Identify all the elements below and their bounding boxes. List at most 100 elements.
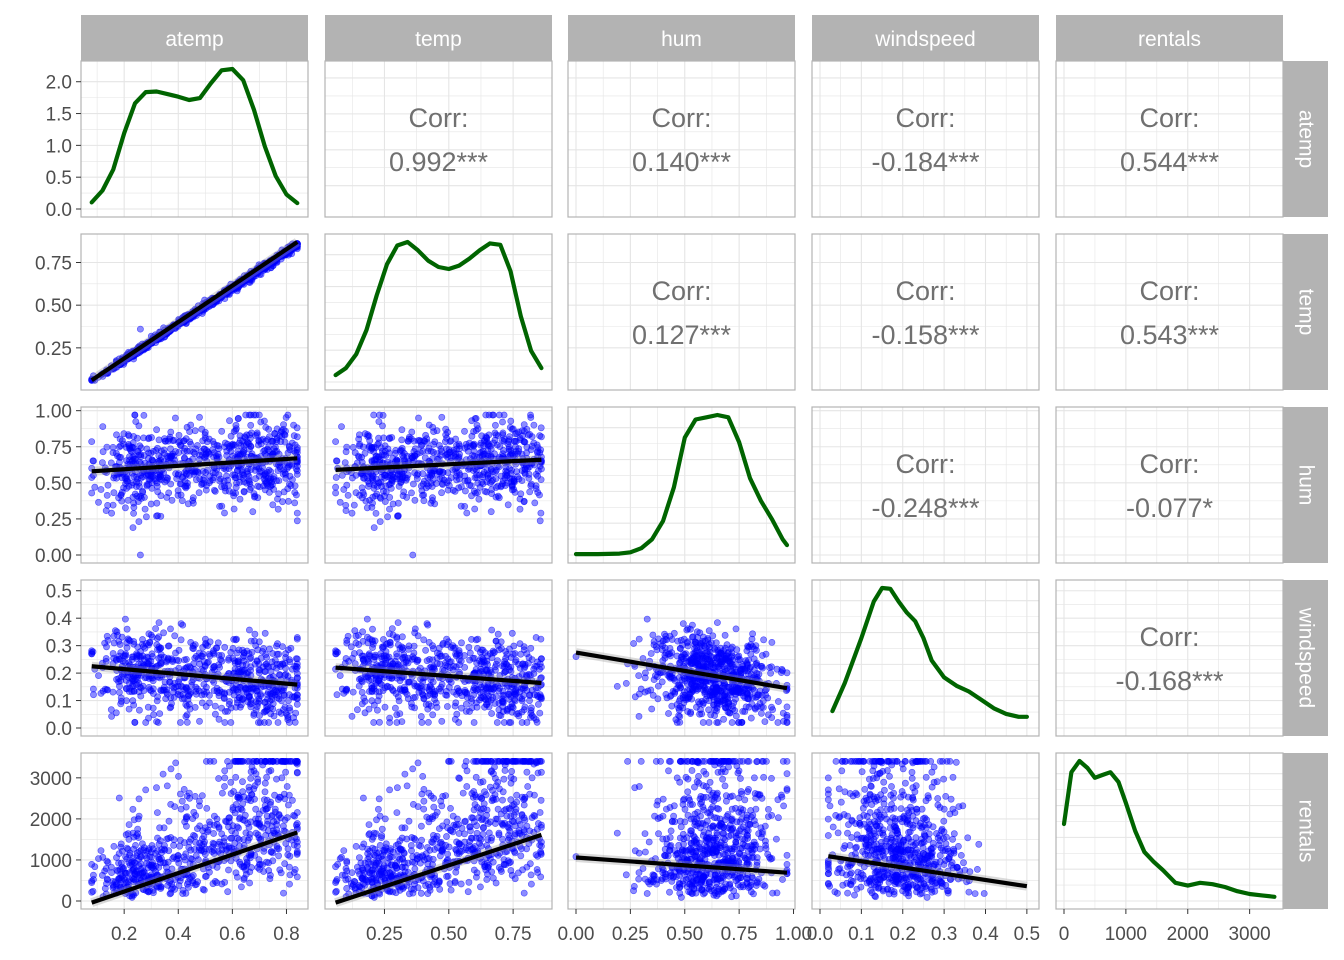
scatter-point — [661, 630, 668, 638]
scatter-point — [348, 713, 356, 720]
scatter-point — [445, 482, 453, 489]
scatter-point — [168, 496, 176, 504]
scatter-point — [705, 706, 712, 714]
scatter-point — [148, 434, 155, 441]
panel-rentals-atemp — [80, 752, 309, 910]
scatter-point — [536, 709, 544, 717]
scatter-point — [115, 443, 123, 451]
scatter-point — [104, 481, 112, 489]
scatter-point — [536, 693, 544, 701]
panel-background — [81, 61, 308, 217]
corr-value: -0.168*** — [1115, 666, 1224, 696]
scatter-point — [146, 686, 154, 694]
scatter-point — [520, 438, 528, 446]
scatter-point — [506, 465, 513, 472]
scatter-point — [518, 695, 526, 703]
scatter-point — [411, 496, 419, 504]
scatter-point — [286, 446, 294, 454]
scatter-point — [440, 476, 448, 484]
scatter-point — [221, 708, 229, 715]
scatter-point — [635, 672, 643, 679]
scatter-point — [275, 477, 283, 484]
scatter-point — [664, 650, 672, 658]
scatter-point — [210, 687, 218, 694]
scatter-point — [408, 454, 416, 461]
scatter-point — [123, 697, 130, 705]
scatter-point — [255, 669, 263, 677]
scatter-point — [381, 442, 389, 450]
scatter-point — [676, 719, 684, 726]
panel-background — [568, 234, 795, 390]
scatter-point — [489, 685, 497, 692]
scatter-point — [210, 486, 218, 494]
scatter-point — [429, 642, 436, 650]
strip-label-top-windspeed: windspeed — [874, 28, 975, 51]
scatter-point — [538, 663, 545, 671]
scatter-point — [411, 469, 419, 477]
panel-windspeed-temp — [324, 579, 553, 737]
scatter-point — [290, 432, 298, 440]
scatter-point — [531, 499, 539, 507]
scatter-point — [262, 472, 270, 480]
panel-border — [811, 60, 1040, 218]
scatter-point — [450, 446, 457, 454]
scatter-point — [712, 689, 719, 696]
scatter-point — [370, 411, 378, 419]
scatter-point — [261, 629, 269, 637]
scatter-point — [676, 697, 683, 705]
scatter-point — [505, 695, 513, 703]
scatter-point — [525, 470, 533, 478]
scatter-point — [431, 438, 439, 446]
scatter-point — [211, 469, 219, 477]
scatter-point — [143, 659, 151, 667]
scatter-point — [113, 431, 120, 439]
scatter-point — [687, 625, 694, 633]
scatter-point — [510, 642, 518, 650]
scatter-point — [738, 719, 745, 726]
scatter-point — [689, 685, 696, 692]
scatter-point — [527, 644, 535, 652]
scatter-point — [247, 466, 255, 473]
scatter-point — [430, 664, 438, 672]
strip-top-rentals — [1056, 15, 1283, 61]
scatter-point — [760, 636, 767, 644]
scatter-point — [99, 423, 107, 430]
scatter-point — [384, 513, 391, 521]
scatter-point — [88, 647, 96, 655]
scatter-point — [230, 505, 238, 513]
scatter-point — [650, 641, 658, 649]
scatter-point — [234, 688, 242, 696]
scatter-point — [711, 663, 719, 671]
scatter-point — [525, 654, 533, 661]
scatter-point — [109, 650, 117, 657]
scatter-point — [135, 795, 143, 803]
scatter-point — [479, 646, 487, 654]
scatter-point — [150, 711, 157, 719]
strip-top-windspeed — [812, 15, 1039, 61]
scatter-point — [741, 667, 749, 675]
strip-right-windspeed — [1283, 580, 1328, 736]
scatter-point — [358, 453, 366, 461]
scatter-point — [783, 669, 791, 677]
scatter-point — [492, 660, 500, 668]
scatter-point — [723, 641, 731, 649]
scatter-point — [714, 619, 721, 626]
scatter-point — [783, 711, 791, 719]
scatter-point — [438, 489, 445, 497]
strip-label-top-temp: temp — [415, 28, 462, 51]
corr-value: 0.127*** — [632, 320, 732, 350]
strip-right-hum — [1283, 407, 1328, 563]
scatter-point — [747, 650, 755, 658]
scatter-point — [129, 524, 137, 531]
scatter-point — [762, 650, 770, 658]
scatter-point — [732, 625, 740, 633]
scatter-point — [264, 445, 271, 453]
scatter-point — [358, 677, 366, 685]
scatter-point — [210, 449, 218, 456]
scatter-point — [148, 472, 155, 480]
scatter-point — [418, 688, 426, 695]
scatter-point — [370, 719, 378, 726]
scatter-point — [254, 646, 262, 654]
scatter-point — [266, 645, 273, 653]
scatter-point — [433, 704, 441, 711]
